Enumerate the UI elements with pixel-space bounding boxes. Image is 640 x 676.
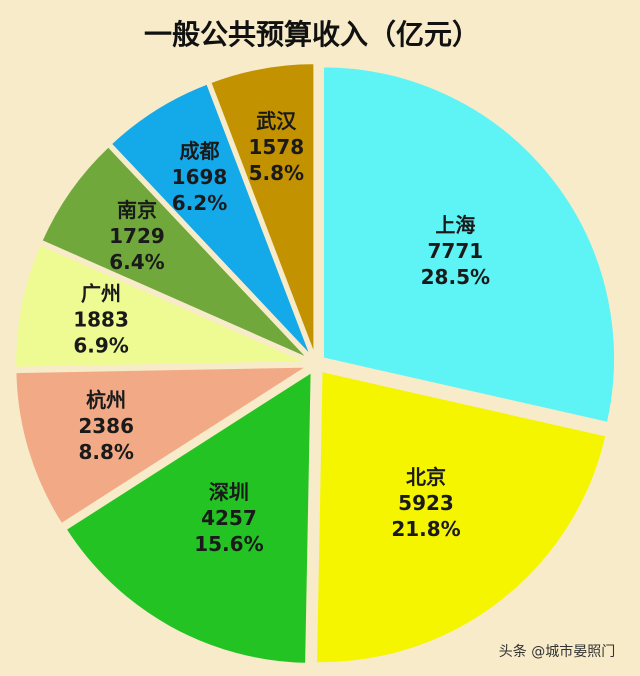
pie-slice [209,62,316,356]
slice-value: 7771 [428,239,484,263]
slice-percent: 6.2% [172,191,227,215]
slice-percent: 15.6% [194,532,263,556]
slice-value: 1729 [109,224,165,248]
slice-percent: 5.8% [249,161,304,185]
slice-category: 武汉 [256,109,297,133]
chart-title: 一般公共预算收入（亿元） [144,18,480,51]
slice-value: 4257 [201,506,257,530]
slice-percent: 28.5% [421,265,490,289]
slice-value: 2386 [78,414,134,438]
slice-percent: 6.9% [73,333,128,357]
pie-slice [322,65,616,425]
slice-category: 深圳 [209,480,249,504]
slice-value: 5923 [398,491,454,515]
pie-slice [64,370,313,665]
slice-value: 1883 [73,307,129,331]
slice-percent: 6.4% [109,250,164,274]
slice-category: 上海 [435,213,475,237]
slice-value: 1578 [248,135,304,159]
slice-category: 广州 [81,281,121,305]
watermark: 头条 @城市晏照门 [499,643,615,660]
pie-slice [109,82,313,358]
slice-percent: 21.8% [391,517,460,541]
slice-category: 杭州 [86,388,126,412]
slice-category: 南京 [117,198,157,222]
slice-category: 成都 [180,139,220,163]
slice-value: 1698 [172,165,228,189]
pie-slice [14,365,311,526]
pie-slice [14,242,308,369]
pie-slice [40,144,310,360]
pie-slice [315,369,608,665]
slice-percent: 8.8% [78,440,133,464]
slice-category: 北京 [406,465,446,489]
